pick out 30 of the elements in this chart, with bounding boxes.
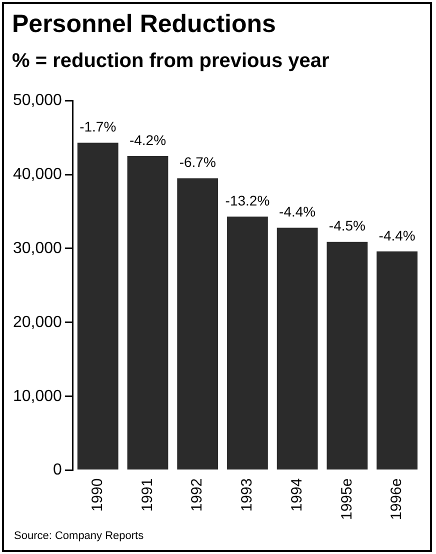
annotation: -4.4% [279,204,316,220]
y-tick-label: 20,000 [13,314,62,331]
y-tick-label: 10,000 [13,388,62,405]
bar [127,156,168,470]
bar [376,251,418,470]
bar [276,228,318,470]
chart-subtitle: % = reduction from previous year [12,50,330,73]
x-tick-label: 1990 [89,478,106,512]
chart-title: Personnel Reductions [12,10,276,39]
annotation: -4.2% [129,132,166,148]
annotation: -13.2% [225,192,270,209]
bar [77,142,118,470]
annotation: -6.7% [179,154,216,170]
source-note: Source: Company Reports [14,530,144,542]
y-tick-label: 30,000 [13,240,62,257]
x-tick-label: 1993 [238,478,256,512]
annotation: -4.4% [378,227,416,244]
x-tick-label: 1996e [388,478,406,520]
y-tick-label: 50,000 [13,92,62,110]
x-tick-label: 1995e [338,478,356,520]
annotation: -4.5% [328,218,366,234]
y-tick-label: 40,000 [13,166,62,183]
x-tick-label: 1991 [138,478,156,512]
bar [177,178,218,470]
x-tick-label: 1992 [188,478,206,512]
bar [326,242,368,470]
annotation: -1.7% [80,118,116,135]
bar [227,216,268,470]
x-tick-label: 1994 [288,478,306,512]
y-tick-label: 0 [53,462,62,479]
